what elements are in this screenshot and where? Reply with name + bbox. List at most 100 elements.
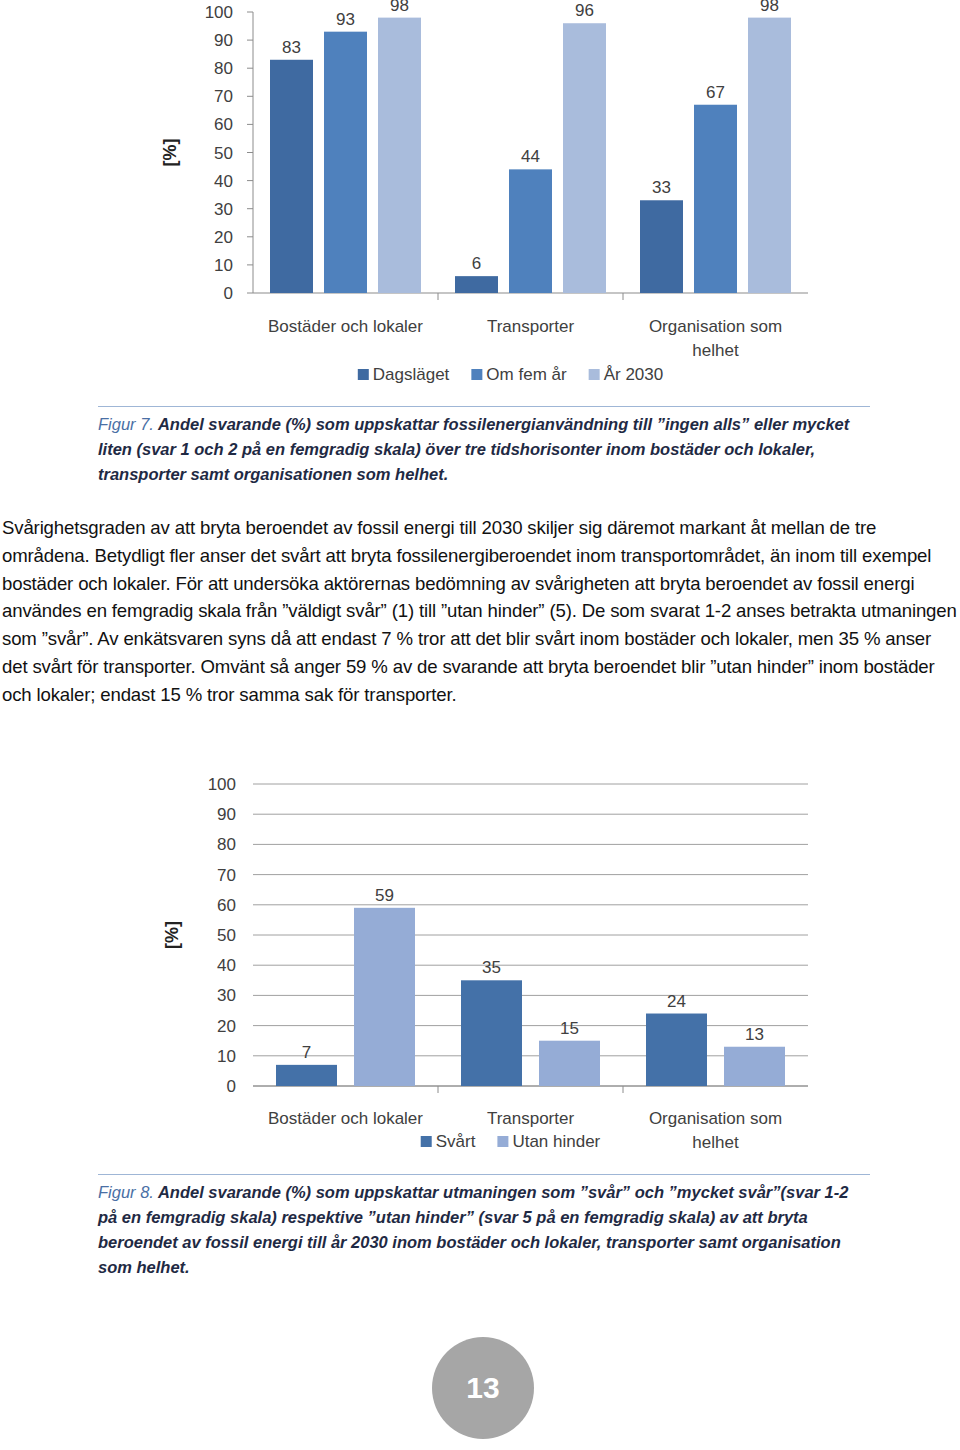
tick-mark (247, 68, 253, 69)
data-label: 7 (302, 1043, 311, 1062)
tick-mark (247, 96, 253, 97)
bar (270, 60, 313, 293)
legend-label: År 2030 (604, 365, 664, 384)
caption-text: Andel svarande (%) som uppskattar utmani… (98, 1183, 848, 1276)
tick-label: 0 (227, 1077, 236, 1096)
legend-swatch (471, 369, 482, 380)
grid-line (253, 965, 808, 966)
bar (646, 1014, 707, 1086)
tick-label: 60 (217, 896, 236, 915)
tick-mark (247, 293, 253, 294)
body-paragraph: Svårighetsgraden av att bryta beroendet … (2, 514, 958, 709)
tick-label: 0 (224, 284, 233, 303)
data-labels: 7 59 35 15 24 13 (302, 886, 764, 1062)
caption-label: Figur 7. (98, 415, 154, 433)
bar (640, 200, 683, 293)
data-label: 67 (706, 83, 725, 102)
category-separator (623, 1086, 624, 1093)
bar (461, 980, 522, 1086)
category-label: Organisation somhelhet (649, 1109, 782, 1152)
data-label: 15 (560, 1019, 579, 1038)
page-number: 13 (432, 1337, 534, 1439)
grid-line (253, 1025, 808, 1026)
data-labels: 83939864496336798 (282, 0, 779, 273)
legend: Dagsläget Om fem år År 2030 (358, 365, 663, 384)
caption-label: Figur 8. (98, 1183, 154, 1201)
tick-mark (247, 236, 253, 237)
grid-line (253, 935, 808, 936)
tick-label: 70 (214, 87, 233, 106)
tick-mark (247, 264, 253, 265)
bar (563, 23, 606, 293)
bar (539, 1041, 600, 1086)
tick-label: 10 (217, 1047, 236, 1066)
chart: 0102030405060708090100[%]75935152413Bost… (162, 775, 808, 1152)
tick-label: 100 (205, 3, 233, 22)
bar (724, 1047, 785, 1086)
grid-line (253, 814, 808, 815)
y-axis-label: [%] (162, 921, 182, 949)
legend-label: Svårt (436, 1132, 476, 1151)
y-axis (253, 12, 254, 293)
data-label: 83 (282, 38, 301, 57)
legend: Svårt Utan hinder (421, 1132, 601, 1151)
legend-swatch (497, 1136, 508, 1147)
tick-label: 80 (214, 59, 233, 78)
data-label: 93 (336, 10, 355, 29)
bar (509, 169, 552, 293)
tick-mark (247, 40, 253, 41)
grid-line (253, 904, 808, 905)
figure-caption: Figur 8. Andel svarande (%) som uppskatt… (98, 1174, 870, 1280)
page-graphics: 0102030405060708090100[%]839398644963367… (0, 0, 960, 1450)
tick-mark (247, 180, 253, 181)
bars (270, 18, 791, 293)
tick-mark (247, 124, 253, 125)
category-separator (438, 1086, 439, 1093)
legend-swatch (358, 369, 369, 380)
category-label: Organisation somhelhet (649, 317, 782, 360)
grid-line (253, 874, 808, 875)
tick-label: 80 (217, 835, 236, 854)
data-label: 13 (745, 1025, 764, 1044)
data-label: 33 (652, 178, 671, 197)
data-label: 44 (521, 147, 540, 166)
figure-caption: Figur 7. Andel svarande (%) som uppskatt… (98, 406, 870, 487)
tick-label: 40 (217, 956, 236, 975)
bar (324, 32, 367, 293)
tick-label: 20 (217, 1017, 236, 1036)
data-label: 59 (375, 886, 394, 905)
tick-label: 30 (217, 986, 236, 1005)
bars (276, 908, 785, 1086)
data-label: 98 (390, 0, 409, 15)
caption-text: Andel svarande (%) som uppskattar fossil… (98, 415, 849, 483)
tick-label: 40 (214, 172, 233, 191)
tick-label: 10 (214, 256, 233, 275)
category-label: Bostäder och lokaler (268, 317, 423, 336)
bar (378, 18, 421, 293)
data-label: 35 (482, 958, 501, 977)
tick-label: 50 (214, 144, 233, 163)
legend-label: Utan hinder (512, 1132, 600, 1151)
data-label: 24 (667, 992, 686, 1011)
tick-label: 60 (214, 115, 233, 134)
bar (455, 276, 498, 293)
legend-label: Dagsläget (373, 365, 450, 384)
tick-label: 90 (217, 805, 236, 824)
grid-line (253, 844, 808, 845)
tick-label: 30 (214, 200, 233, 219)
tick-mark (247, 152, 253, 153)
tick-label: 100 (208, 775, 236, 794)
grid-line (253, 995, 808, 996)
legend-swatch (589, 369, 600, 380)
category-label: Transporter (487, 1109, 575, 1128)
category-label: Transporter (487, 317, 575, 336)
bar (276, 1065, 337, 1086)
bar (694, 105, 737, 293)
data-label: 98 (760, 0, 779, 15)
tick-mark (247, 208, 253, 209)
category-separator (438, 293, 439, 300)
legend-label: Om fem år (486, 365, 567, 384)
bar (354, 908, 415, 1086)
category-separator (623, 293, 624, 300)
y-axis-label: [%] (160, 139, 180, 167)
